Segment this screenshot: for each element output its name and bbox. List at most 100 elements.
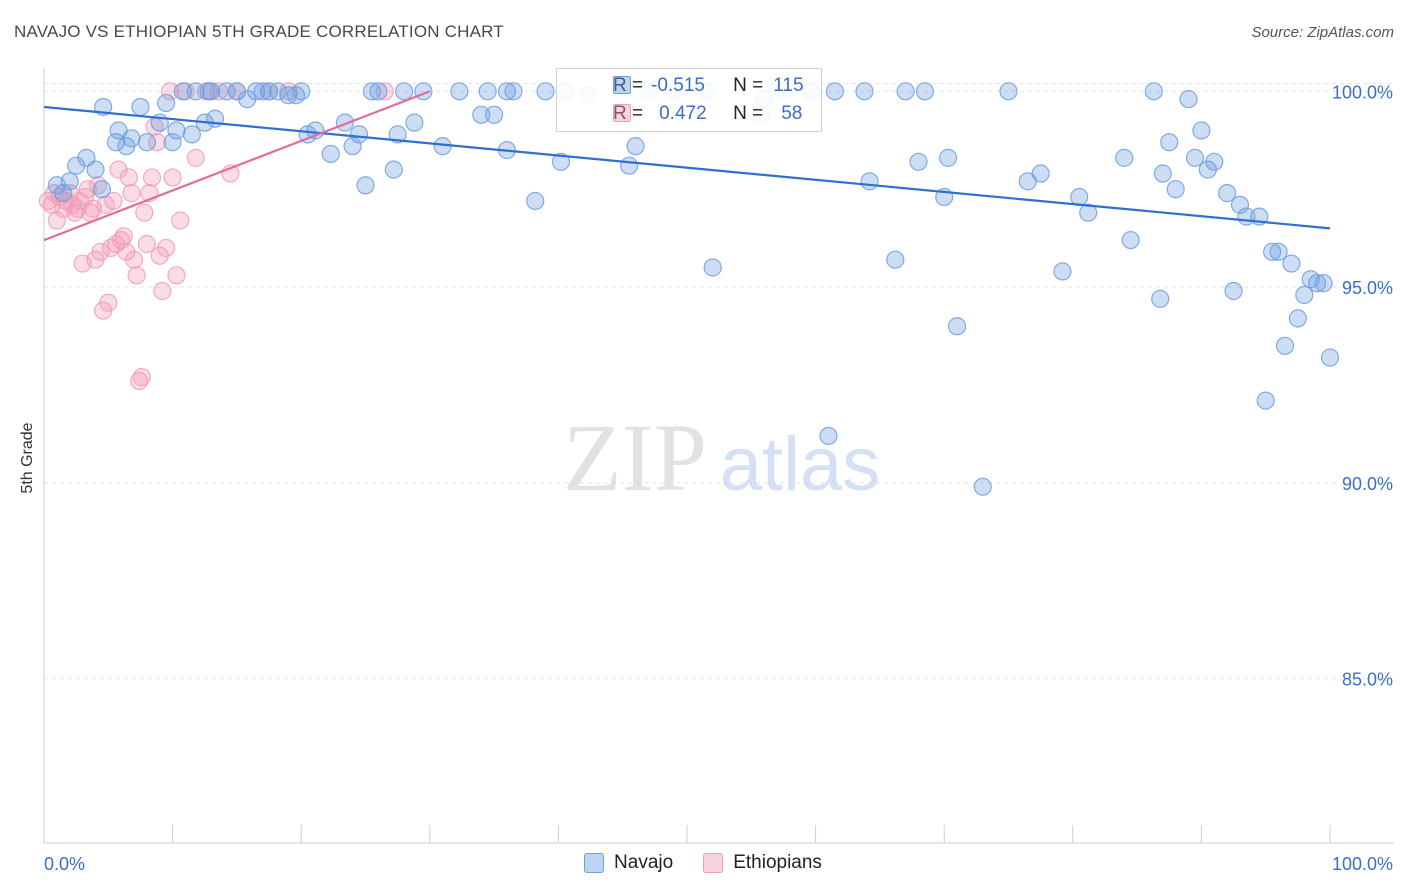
y-tick-label: 85.0%: [1342, 670, 1393, 690]
legend-r-label: R =: [613, 75, 644, 96]
legend-r-value-navajo: -0.515: [651, 75, 705, 96]
navajo-point: [1121, 230, 1140, 250]
chart-title: NAVAJO VS ETHIOPIAN 5TH GRADE CORRELATIO…: [14, 22, 504, 41]
y-tick-label: 100.0%: [1332, 82, 1393, 102]
navajo-point: [369, 82, 388, 101]
x-tick-label: 0.0%: [44, 854, 85, 874]
navajo-point: [526, 191, 545, 211]
ethiopians-point: [132, 368, 151, 387]
navajo-point: [157, 93, 176, 113]
y-tick-label: 95.0%: [1342, 278, 1393, 298]
navajo-point: [886, 250, 905, 269]
ethiopians-point: [78, 180, 97, 199]
navajo-point: [825, 82, 844, 101]
tick-labels: 85.0% 90.0% 95.0% 100.0% 0.0% 100.0%: [44, 82, 1393, 874]
ethiopians-point: [127, 266, 146, 285]
navajo-point: [1275, 336, 1295, 355]
navajo-point: [620, 156, 639, 175]
navajo-point: [915, 82, 935, 101]
navajo-point: [1263, 242, 1282, 261]
navajo-point: [1185, 148, 1205, 167]
y-tick-label: 90.0%: [1342, 474, 1393, 494]
navajo-point: [1256, 391, 1275, 410]
navajo-point: [1288, 309, 1307, 328]
watermark-zip: ZIP: [563, 404, 707, 511]
x-tick-label: 100.0%: [1332, 854, 1393, 874]
legend-label-navajo: Navajo: [614, 852, 674, 873]
navajo-point: [202, 82, 221, 101]
ethiopians-point: [186, 148, 205, 167]
navajo-point: [1070, 187, 1089, 207]
ethiopians-point: [119, 168, 138, 187]
navajo-point: [163, 133, 182, 152]
navajo-point: [1079, 203, 1098, 222]
navajo-point: [268, 82, 288, 101]
legend-item-navajo[interactable]: Navajo: [584, 852, 673, 874]
stats-legend: R = -0.515 N = 115 R = 0.472 N = 58: [556, 68, 822, 132]
navajo-point: [405, 113, 424, 132]
navajo-point: [182, 125, 201, 144]
source-label: Source: ZipAtlas.com: [1251, 24, 1394, 41]
ethiopians-point: [104, 191, 123, 211]
navajo-point: [394, 82, 414, 101]
ethiopians-point: [142, 168, 162, 187]
navajo-point: [860, 172, 879, 191]
navajo-point: [703, 258, 722, 277]
navajo-point: [999, 82, 1018, 101]
navajo-point: [388, 125, 407, 144]
navajo-point: [292, 82, 311, 101]
navajo-point: [1053, 262, 1072, 281]
navajo-point: [173, 82, 192, 101]
navajo-point: [819, 426, 838, 445]
navajo-point: [384, 160, 403, 179]
navajo-point: [131, 97, 150, 117]
navajo-point: [536, 82, 555, 101]
navajo-point: [450, 82, 469, 101]
ethiopians-trend-line: [43, 90, 431, 242]
navajo-point: [1230, 195, 1250, 214]
ethiopians-point: [122, 184, 141, 203]
series-navajo-points: [47, 82, 1340, 496]
legend-swatch-ethiopians: [613, 104, 631, 122]
ethiopians-point: [157, 238, 176, 258]
legend-label-ethiopians: Ethiopians: [733, 852, 822, 873]
ethiopians-point: [167, 266, 186, 285]
axes: [43, 68, 1394, 844]
navajo-point: [1218, 184, 1237, 203]
navajo-point: [1308, 274, 1327, 293]
navajo-point: [938, 148, 958, 167]
ethiopians-point: [114, 227, 133, 246]
legend-row-ethiopians: R = 0.472 N = 58: [583, 101, 802, 127]
navajo-point: [1205, 152, 1224, 171]
navajo-point: [186, 82, 205, 101]
navajo-point: [626, 137, 645, 156]
navajo-point: [1320, 348, 1340, 367]
ethiopians-point: [47, 211, 66, 230]
navajo-point: [1031, 164, 1050, 183]
navajo-point: [1151, 289, 1170, 308]
navajo-point: [349, 125, 369, 144]
ethiopians-point: [209, 82, 228, 101]
legend-n-value-ethiopians: 58: [781, 103, 803, 124]
legend-swatch-navajo: [584, 853, 605, 873]
navajo-point: [909, 152, 928, 171]
navajo-point: [137, 133, 156, 152]
navajo-point: [1179, 90, 1198, 109]
navajo-point: [485, 105, 504, 124]
navajo-point: [1153, 164, 1172, 183]
navajo-point: [1166, 180, 1185, 199]
ethiopians-point: [148, 133, 167, 152]
navajo-point: [497, 82, 517, 101]
navajo-point: [947, 317, 967, 336]
ethiopians-point: [117, 242, 136, 261]
navajo-point: [1144, 82, 1163, 101]
legend-r-label: R =: [613, 103, 644, 124]
navajo-point: [472, 105, 491, 124]
navajo-point: [1115, 148, 1134, 167]
watermark: ZIP atlas: [563, 404, 880, 511]
legend-row-navajo: R = -0.515 N = 115: [583, 73, 804, 99]
legend-item-ethiopians[interactable]: Ethiopians: [703, 852, 822, 874]
legend-n-label: N =: [733, 75, 764, 96]
navajo-point: [504, 82, 523, 101]
navajo-point: [247, 82, 266, 101]
